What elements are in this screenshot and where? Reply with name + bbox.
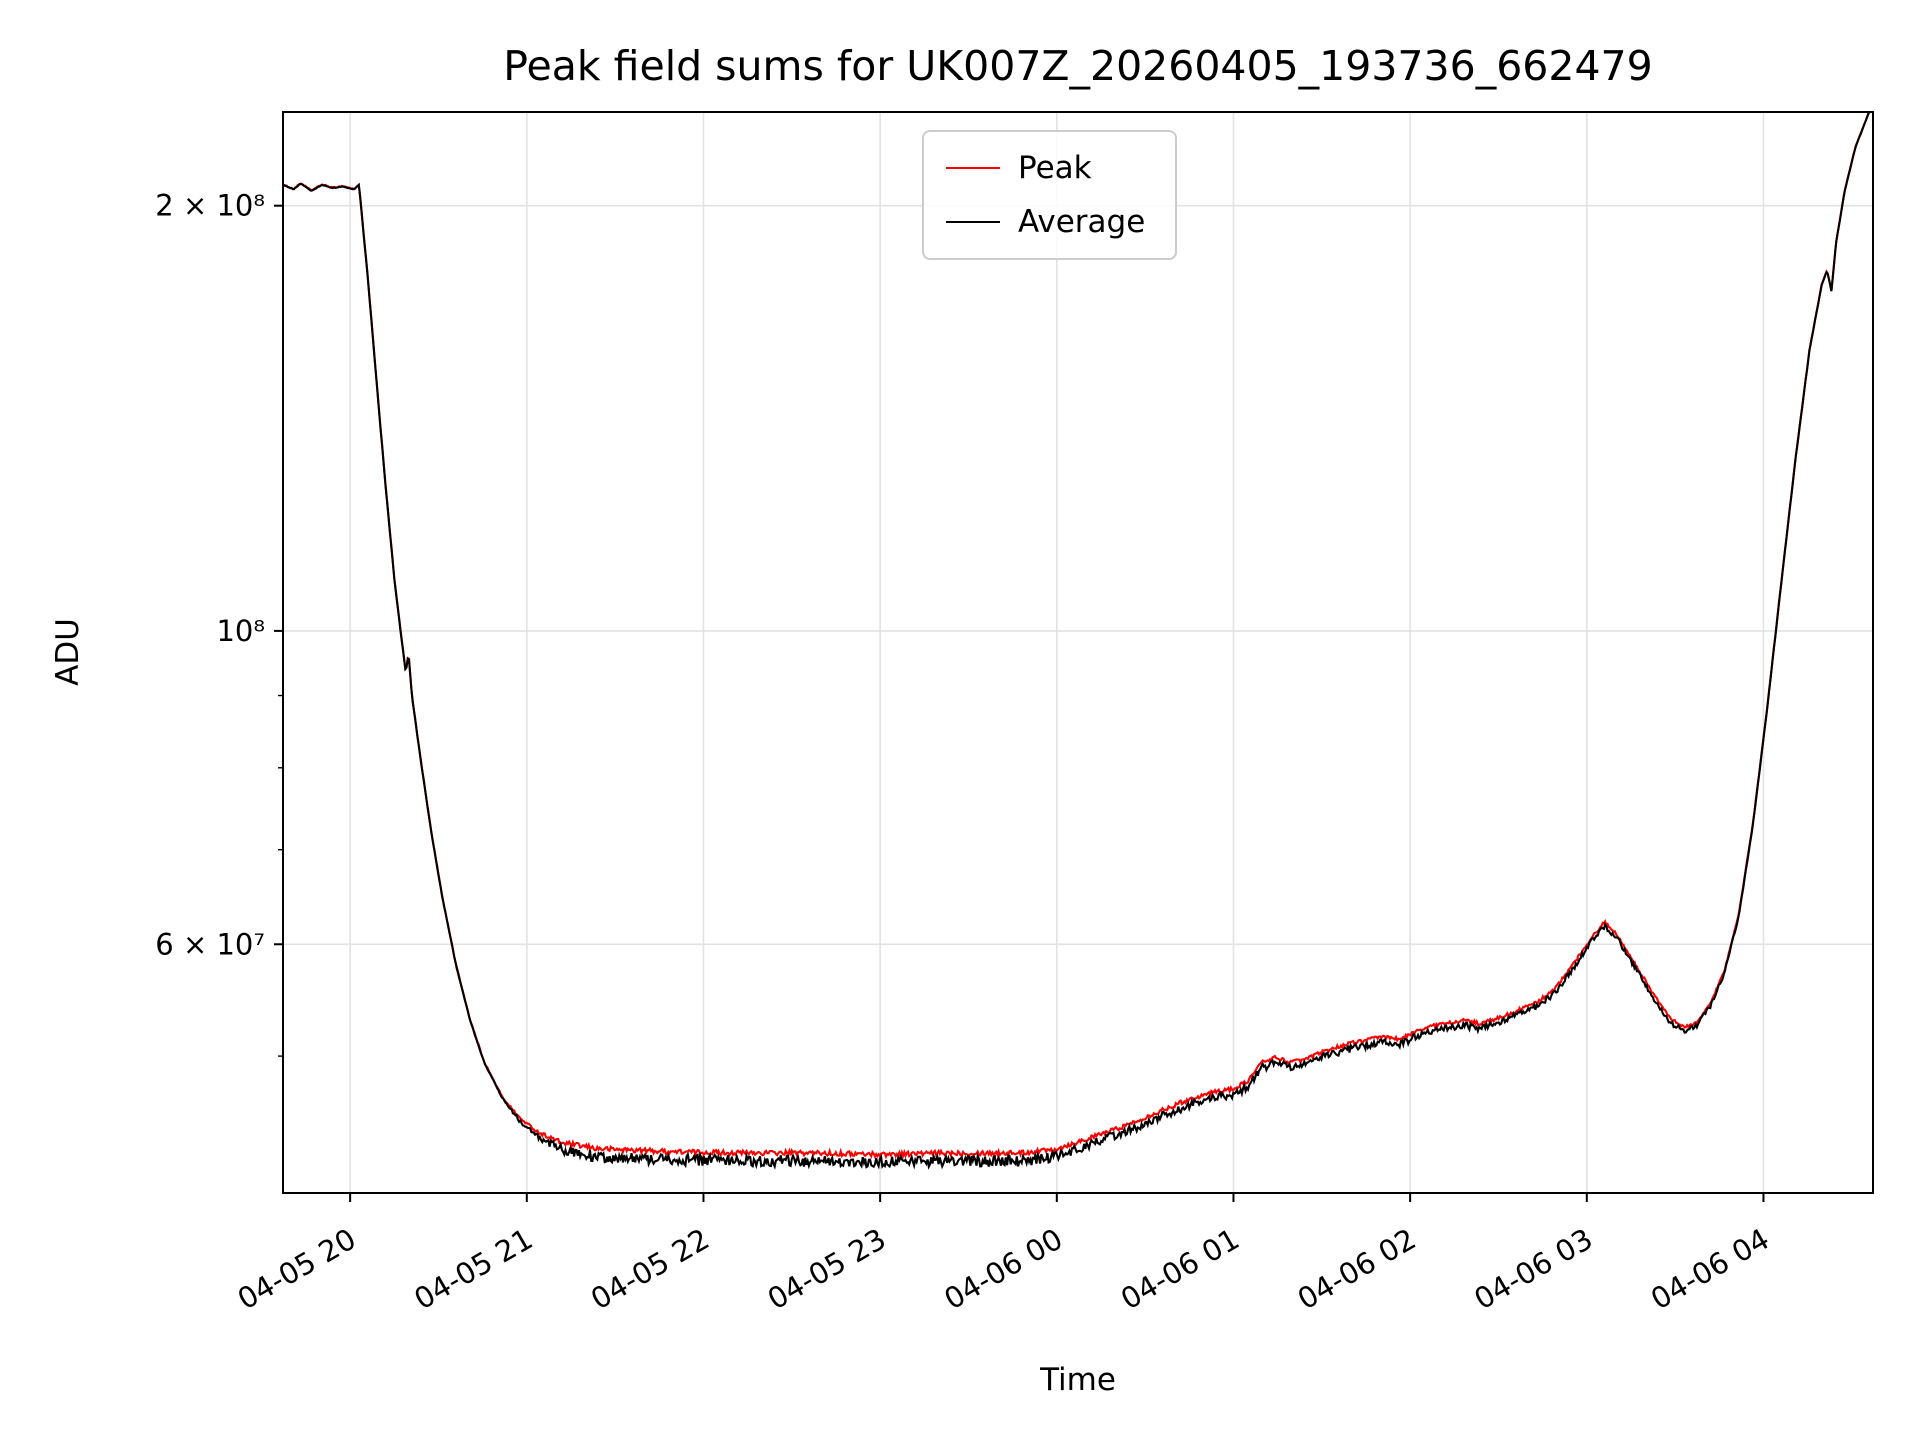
average-line — [283, 112, 1871, 1170]
peak-line-swatch — [946, 167, 1000, 169]
y-tick-label: 2 × 10⁸ — [155, 189, 265, 223]
legend-item-peak: Peak — [946, 150, 1145, 186]
x-tick-label: 04-06 01 — [1115, 1222, 1245, 1317]
gridlines — [283, 112, 1873, 1193]
tick-labels: 04-05 20 04-05 21 04-05 22 04-05 23 04-06 00… — [155, 189, 1775, 1317]
chart-title: Peak field sums for UK007Z_20260405_1937… — [503, 42, 1653, 90]
x-tick-label: 04-05 22 — [585, 1222, 715, 1317]
legend-label-average: Average — [1018, 204, 1146, 240]
x-axis-label: Time — [1040, 1362, 1116, 1398]
average-line-swatch — [946, 221, 1000, 223]
tick-marks — [274, 204, 1765, 1202]
peak-line — [283, 112, 1871, 1160]
y-tick-label: 10⁸ — [216, 614, 265, 648]
x-tick-label: 04-06 02 — [1292, 1222, 1422, 1317]
x-tick-label: 04-06 03 — [1468, 1222, 1598, 1317]
series-lines — [283, 112, 1871, 1170]
legend-item-average: Average — [946, 204, 1145, 240]
x-tick-label: 04-06 00 — [938, 1222, 1068, 1317]
x-tick-label: 04-05 20 — [232, 1222, 362, 1317]
axes-spines — [282, 111, 1874, 1194]
legend-label-peak: Peak — [1018, 150, 1092, 186]
legend: Peak Average — [922, 130, 1178, 260]
x-tick-label: 04-05 23 — [762, 1222, 892, 1317]
x-tick-label: 04-06 04 — [1645, 1222, 1775, 1317]
x-tick-label: 04-05 21 — [408, 1222, 538, 1317]
y-tick-label: 6 × 10⁷ — [155, 927, 265, 961]
